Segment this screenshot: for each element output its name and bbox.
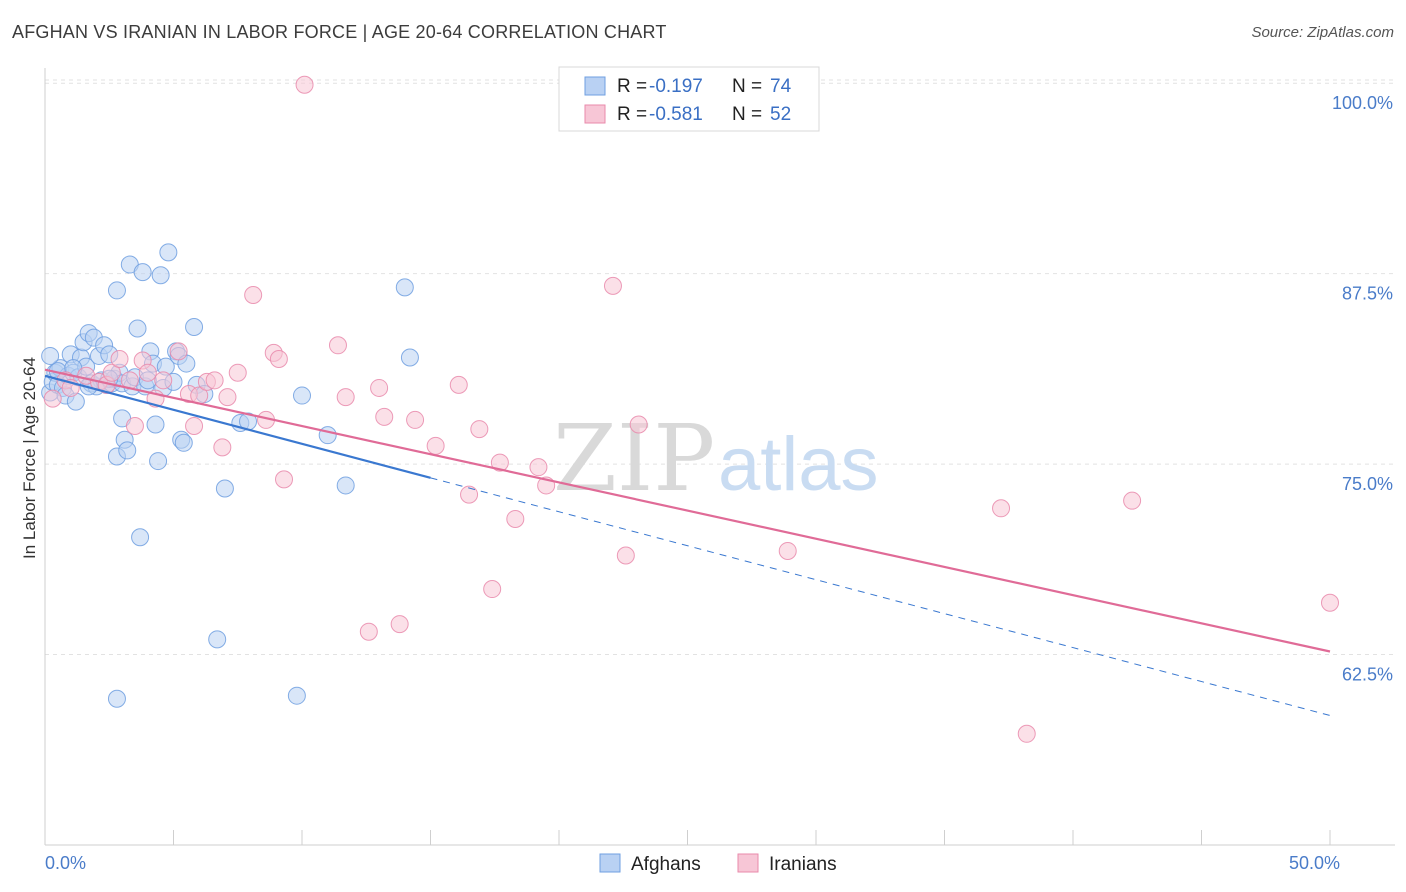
- iranian-point-14: [169, 342, 188, 361]
- iranian-point-38: [460, 485, 479, 504]
- iranian-point-34: [390, 615, 409, 634]
- y-tick-label-1: 87.5%: [1342, 284, 1393, 304]
- bottom-legend-swatch-0: [599, 853, 621, 873]
- afghan-point-30: [118, 441, 137, 460]
- iranian-point-11: [138, 363, 157, 382]
- bottom-legend: Afghans Iranians: [599, 853, 837, 875]
- afghan-point-42: [149, 452, 168, 471]
- afghan-point-62: [318, 426, 337, 445]
- afghan-trend-extension: [430, 477, 1331, 716]
- afghan-point-73: [107, 689, 126, 708]
- iranian-point-48: [778, 541, 797, 560]
- legend-swatch-0: [584, 76, 606, 96]
- afghan-point-56: [208, 630, 227, 649]
- afghan-point-51: [174, 433, 193, 452]
- tick-labels: 100.0% 87.5% 75.0% 62.5% 0.0% 50.0%: [45, 93, 1393, 873]
- iranian-point-49: [992, 499, 1011, 518]
- iranian-point-50: [1017, 724, 1036, 743]
- watermark: ZIP atlas: [553, 405, 879, 512]
- iranian-point-26: [269, 349, 288, 368]
- iranian-point-19: [205, 371, 224, 390]
- iranian-point-40: [483, 580, 502, 599]
- iranian-trend-line: [44, 368, 1331, 653]
- bottom-legend-label-0: Afghans: [631, 854, 701, 875]
- y-tick-label-2: 75.0%: [1342, 474, 1393, 494]
- iranian-point-0: [43, 389, 62, 408]
- iranian-point-43: [529, 458, 548, 477]
- afghan-point-36: [133, 263, 152, 282]
- afghan-point-53: [185, 318, 204, 336]
- afghan-trend-line: [44, 374, 431, 479]
- chart-title: AFGHAN VS IRANIAN IN LABOR FORCE | AGE 2…: [12, 22, 667, 42]
- iranian-point-52: [1321, 593, 1339, 612]
- y-tick-label-0: 100.0%: [1332, 93, 1393, 113]
- iranian-point-41: [490, 453, 509, 472]
- afghan-point-34: [128, 319, 147, 338]
- iranian-point-51: [1123, 491, 1142, 510]
- legend-swatch-1: [584, 104, 606, 124]
- afghan-point-46: [159, 243, 178, 262]
- legend-r-value-1: -0.581: [649, 104, 703, 125]
- iranian-point-39: [470, 420, 489, 439]
- x-tick-label-0: 0.0%: [45, 853, 86, 873]
- iranian-point-33: [375, 407, 394, 426]
- afghan-point-64: [395, 278, 414, 297]
- afghan-point-60: [287, 686, 306, 705]
- iranian-point-35: [406, 410, 425, 429]
- y-axis-label: In Labor Force | Age 20-64: [20, 357, 39, 559]
- legend-r-label-0: R =: [617, 76, 647, 97]
- axes: [44, 68, 1395, 846]
- trend-lines: [44, 368, 1331, 716]
- legend-n-value-0: 74: [770, 76, 792, 97]
- iranian-point-29: [328, 336, 347, 355]
- legend-n-value-1: 52: [770, 104, 791, 125]
- bottom-legend-swatch-1: [737, 853, 759, 873]
- afghan-point-71: [41, 346, 60, 365]
- iranian-point-27: [275, 470, 294, 489]
- afghan-point-35: [131, 528, 150, 547]
- x-tick-label-1: 50.0%: [1289, 853, 1340, 873]
- afghan-point-57: [215, 479, 234, 498]
- afghan-point-65: [400, 348, 419, 367]
- afghan-point-61: [293, 386, 311, 405]
- iranian-point-28: [295, 75, 314, 94]
- iranian-point-20: [213, 438, 232, 457]
- iranian-point-7: [110, 349, 129, 368]
- iranian-point-6: [102, 363, 121, 382]
- iranian-point-16: [185, 417, 204, 436]
- afghan-point-63: [336, 476, 355, 495]
- iranian-point-45: [603, 276, 622, 295]
- iranian-point-32: [370, 378, 389, 397]
- y-tick-label-3: 62.5%: [1342, 665, 1393, 685]
- iranian-point-42: [506, 509, 525, 528]
- iranian-point-37: [449, 375, 468, 394]
- data-points: [41, 75, 1339, 743]
- afghan-point-43: [151, 266, 170, 285]
- afghan-point-41: [146, 415, 165, 434]
- iranian-point-23: [244, 286, 263, 305]
- iranian-point-9: [125, 417, 144, 436]
- watermark-atlas: atlas: [718, 422, 879, 507]
- iranian-point-13: [154, 371, 173, 390]
- iranian-point-21: [218, 388, 237, 407]
- iranian-point-30: [336, 388, 355, 407]
- iranian-point-31: [359, 622, 378, 641]
- legend-n-label-0: N =: [732, 76, 762, 97]
- legend-r-value-0: -0.197: [649, 76, 703, 97]
- grid-lines: [45, 79, 1395, 656]
- bottom-legend-label-1: Iranians: [769, 854, 837, 875]
- iranian-point-46: [616, 546, 635, 565]
- iranian-point-36: [426, 436, 445, 455]
- chart-source: Source: ZipAtlas.com: [1251, 24, 1394, 41]
- afghan-point-72: [107, 281, 126, 300]
- iranian-point-22: [228, 363, 247, 382]
- legend-r-label-1: R =: [617, 104, 647, 125]
- legend-n-label-1: N =: [732, 104, 762, 125]
- legend: R = -0.197 N = 74 R = -0.581 N = 52: [558, 66, 820, 132]
- iranian-point-47: [629, 415, 648, 434]
